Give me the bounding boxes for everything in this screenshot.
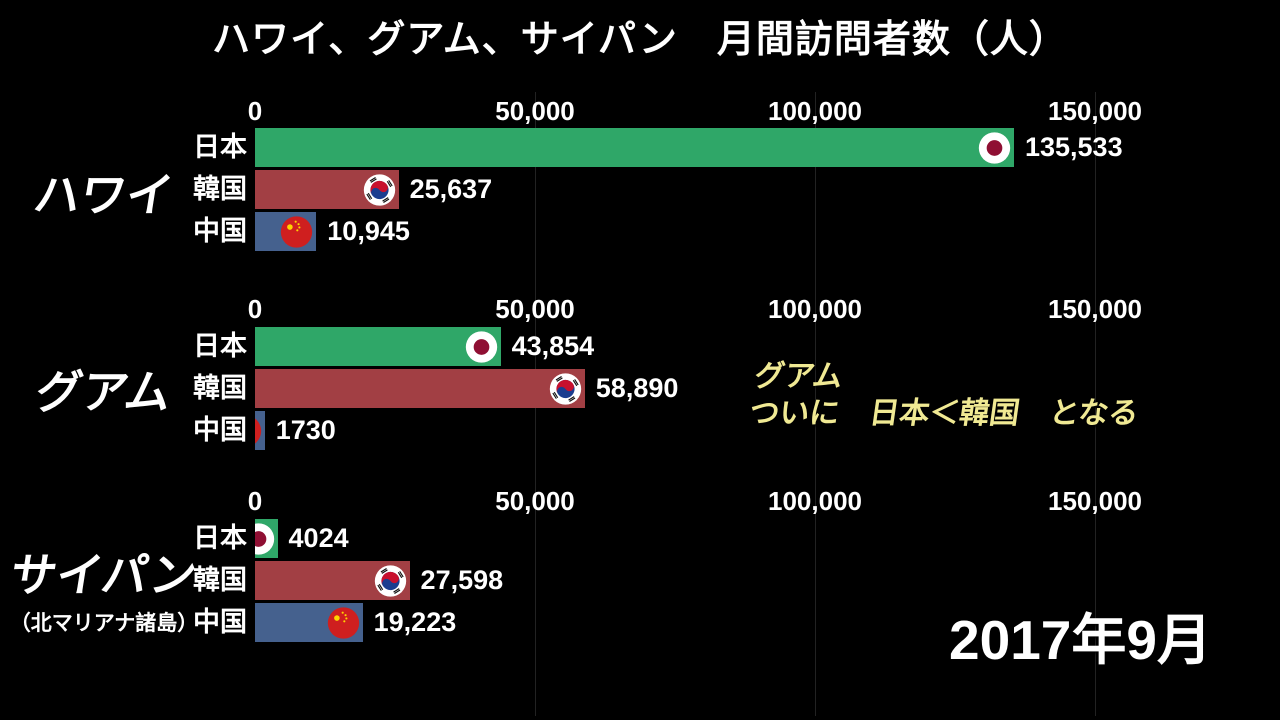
value-label: 10,945: [327, 216, 410, 246]
axis-tick: 100,000: [768, 96, 862, 126]
country-label: 中国: [193, 415, 247, 445]
japan-flag-icon: [978, 131, 1011, 164]
gridline-100,000: [815, 92, 816, 716]
country-label: 韓国: [193, 565, 247, 595]
bar-japan: [255, 128, 1014, 167]
korea-flag-icon: [374, 564, 407, 597]
page-title: ハワイ、グアム、サイパン 月間訪問者数（人）: [212, 19, 1068, 61]
annotation-line1: グアム: [752, 360, 845, 393]
japan-flag-icon: [255, 522, 275, 555]
axis-tick: 50,000: [495, 486, 575, 516]
japan-flag-icon: [465, 330, 498, 363]
bar-china: [255, 212, 317, 251]
axis-tick: 100,000: [768, 294, 862, 324]
value-label: 4024: [288, 523, 349, 553]
country-label: 韓国: [193, 174, 247, 204]
value-label: 27,598: [420, 565, 504, 595]
korea-flag-icon: [549, 372, 582, 405]
value-label: 135,533: [1024, 132, 1123, 162]
bar-japan: [255, 327, 501, 366]
china-flag-icon: [280, 215, 313, 248]
bar-korea: [255, 561, 410, 600]
value-label: 43,854: [511, 331, 595, 361]
value-label: 1730: [275, 415, 336, 445]
value-label: 58,890: [595, 373, 679, 403]
group-sublabel: （北マリアナ諸島）: [9, 612, 199, 635]
gridline-150,000: [1095, 92, 1096, 716]
country-label: 韓国: [193, 373, 247, 403]
bar-china: [255, 603, 363, 642]
axis-tick: 50,000: [495, 96, 575, 126]
korea-flag-icon: [363, 173, 396, 206]
bar-china: [255, 411, 265, 450]
axis-tick: 0: [247, 294, 263, 324]
bar-korea: [255, 170, 399, 209]
country-label: 日本: [193, 523, 247, 553]
annotation-line2: ついに 日本＜韓国 となる: [747, 397, 1141, 430]
date-label: 2017年9月: [949, 609, 1212, 671]
country-label: 日本: [193, 132, 247, 162]
axis-tick: 150,000: [1048, 96, 1142, 126]
country-label: 中国: [193, 216, 247, 246]
axis-tick: 100,000: [768, 486, 862, 516]
annotation: グアム ついに 日本＜韓国 となる: [747, 358, 1147, 432]
country-label: 中国: [193, 607, 247, 637]
axis-tick: 0: [247, 96, 263, 126]
bar-korea: [255, 369, 585, 408]
bar-japan: [255, 519, 278, 558]
value-label: 25,637: [409, 174, 493, 204]
axis-tick: 150,000: [1048, 486, 1142, 516]
axis-tick: 50,000: [495, 294, 575, 324]
axis-tick: 150,000: [1048, 294, 1142, 324]
country-label: 日本: [193, 331, 247, 361]
value-label: 19,223: [373, 607, 457, 637]
china-flag-icon: [255, 414, 262, 447]
axis-tick: 0: [247, 486, 263, 516]
china-flag-icon: [327, 606, 360, 639]
